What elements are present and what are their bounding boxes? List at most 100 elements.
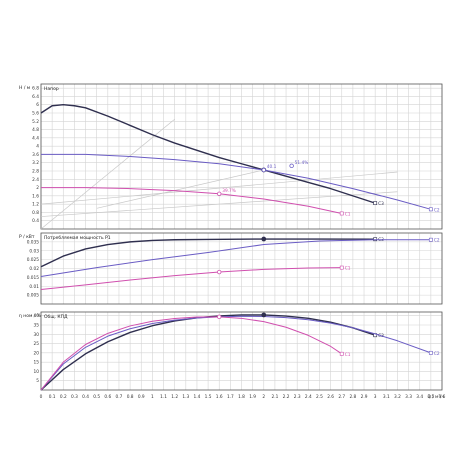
x-tick-label: 1.8 [238, 394, 245, 400]
power-duty-point-marker [261, 236, 267, 242]
head-series-end-marker [428, 207, 433, 212]
x-tick-label: 3.5 [427, 394, 434, 400]
x-tick-label: 0.9 [138, 394, 145, 400]
head-y-tick-label: 5.6 [32, 111, 39, 117]
x-tick-label: 0.4 [82, 394, 89, 400]
power-y-tick-label: 0.025 [27, 257, 40, 263]
head-series-label-C1: C1 [345, 211, 351, 217]
efficiency-series-end-marker [339, 351, 344, 356]
efficiency-y-tick-label: 20 [34, 350, 40, 356]
x-tick-label: 1.3 [182, 394, 189, 400]
head-y-tick-label: 1.2 [32, 202, 39, 208]
head-aux-line [96, 169, 264, 209]
x-tick-label: 1.2 [171, 394, 178, 400]
x-tick-label: 3.6 [439, 394, 446, 400]
efficiency-y-axis-label: η ном / % [19, 313, 42, 319]
power-series-label-C1: C1 [345, 266, 351, 272]
head-panel: 0.4 0.8 1.2 1.6 2 2.4 2.8 3.2 3.6 4 4.4 4.8 5.2 5.6 6 6… [19, 83, 443, 230]
head-y-tick-label: 4.8 [32, 127, 39, 133]
efficiency-y-tick-label: 40 [34, 313, 40, 319]
head-series-label-C3: C3 [378, 201, 384, 207]
power-series-C1 [40, 267, 342, 290]
efficiency-series-label-C1: C1 [345, 352, 351, 358]
head-y-axis-label: Н / м [19, 85, 30, 91]
x-tick-label: 2.2 [283, 394, 290, 400]
power-y-tick-label: 0.035 [27, 239, 40, 245]
power-y-tick-label: 0.03 [29, 248, 39, 254]
x-tick-label: 3.1 [383, 394, 390, 400]
efficiency-series-end-marker [428, 350, 433, 355]
head-y-tick-label: 2.8 [32, 169, 39, 175]
x-tick-label: 2.3 [294, 394, 301, 400]
x-tick-label: 2.1 [271, 394, 278, 400]
head-title: Напор [44, 86, 59, 92]
efficiency-frame [40, 311, 443, 391]
head-y-tick-label: 4.4 [32, 135, 39, 141]
efficiency-y-tick-label: 5 [36, 378, 39, 384]
head-y-tick-label: 4 [36, 144, 39, 150]
x-tick-label: 2.8 [349, 394, 356, 400]
head-series-C3 [40, 104, 376, 204]
head-y-tick-label: 1.6 [32, 193, 39, 199]
power-y-tick-label: 0.005 [27, 293, 40, 299]
head-y-tick-label: 6.4 [32, 94, 39, 100]
efficiency-y-tick-label: 25 [34, 341, 40, 347]
x-tick-label: 2.4 [305, 394, 312, 400]
head-frame [40, 83, 443, 230]
power-y-axis-label: Р / кВт [19, 234, 35, 240]
power-series-end-marker [428, 237, 433, 242]
efficiency-y-tick-label: 10 [34, 369, 40, 375]
x-tick-label: 2.5 [316, 394, 323, 400]
x-tick-label: 1.9 [249, 394, 256, 400]
efficiency-duty-point-marker [261, 312, 267, 318]
head-duty-point-label: 39.7% [222, 188, 236, 194]
head-y-tick-label: 3.6 [32, 152, 39, 158]
x-tick-label: 2.9 [361, 394, 368, 400]
x-tick-label: 0.7 [116, 394, 123, 400]
efficiency-duty-point-marker [217, 314, 222, 320]
head-y-tick-label: 5.2 [32, 119, 39, 125]
power-series-end-marker [339, 265, 344, 270]
head-aux-line [40, 118, 175, 230]
x-tick-label: 3 [374, 394, 377, 400]
efficiency-series-C1 [40, 316, 343, 391]
head-y-tick-label: 6 [36, 102, 39, 108]
x-tick-label: 0.1 [49, 394, 56, 400]
head-series-label-C2: C2 [434, 207, 440, 213]
head-y-tick-label: 3.2 [32, 160, 39, 166]
efficiency-title: Общ. КПД [44, 314, 68, 320]
power-series-C2 [40, 239, 431, 277]
efficiency-y-tick-label: 15 [34, 360, 40, 366]
power-y-tick-label: 0.01 [29, 284, 39, 290]
x-tick-label: 0.2 [60, 394, 67, 400]
head-aux-line [40, 171, 398, 205]
x-tick-label: 1.1 [160, 394, 167, 400]
head-series-C1 [41, 187, 342, 214]
efficiency-y-tick-label: 35 [34, 323, 40, 329]
head-y-tick-label: 0.8 [32, 210, 39, 216]
x-tick-label: 0.5 [93, 394, 100, 400]
power-y-tick-label: 0.015 [27, 275, 40, 281]
head-duty-point-label: 51.4% [295, 160, 309, 166]
x-tick-label: 2.6 [327, 394, 334, 400]
x-tick-label: 0 [40, 394, 43, 400]
power-y-tick-label: 0.02 [29, 266, 39, 272]
x-tick-label: 0.6 [104, 394, 111, 400]
head-series-end-marker [339, 211, 344, 216]
head-y-tick-label: 0.4 [32, 218, 39, 224]
x-tick-label: 1.5 [205, 394, 212, 400]
x-tick-label: 1.4 [194, 394, 201, 400]
power-series-label-C2: C2 [434, 238, 440, 244]
x-tick-label: 2.7 [338, 394, 345, 400]
head-y-tick-label: 2.4 [32, 177, 39, 183]
x-tick-label: 1.7 [227, 394, 234, 400]
head-y-tick-label: 2 [36, 185, 39, 191]
x-tick-label: 3.2 [394, 394, 401, 400]
x-tick-label: 3.4 [416, 394, 423, 400]
head-series-C2 [41, 153, 431, 210]
x-tick-label: 3.3 [405, 394, 412, 400]
power-frame [40, 232, 443, 305]
